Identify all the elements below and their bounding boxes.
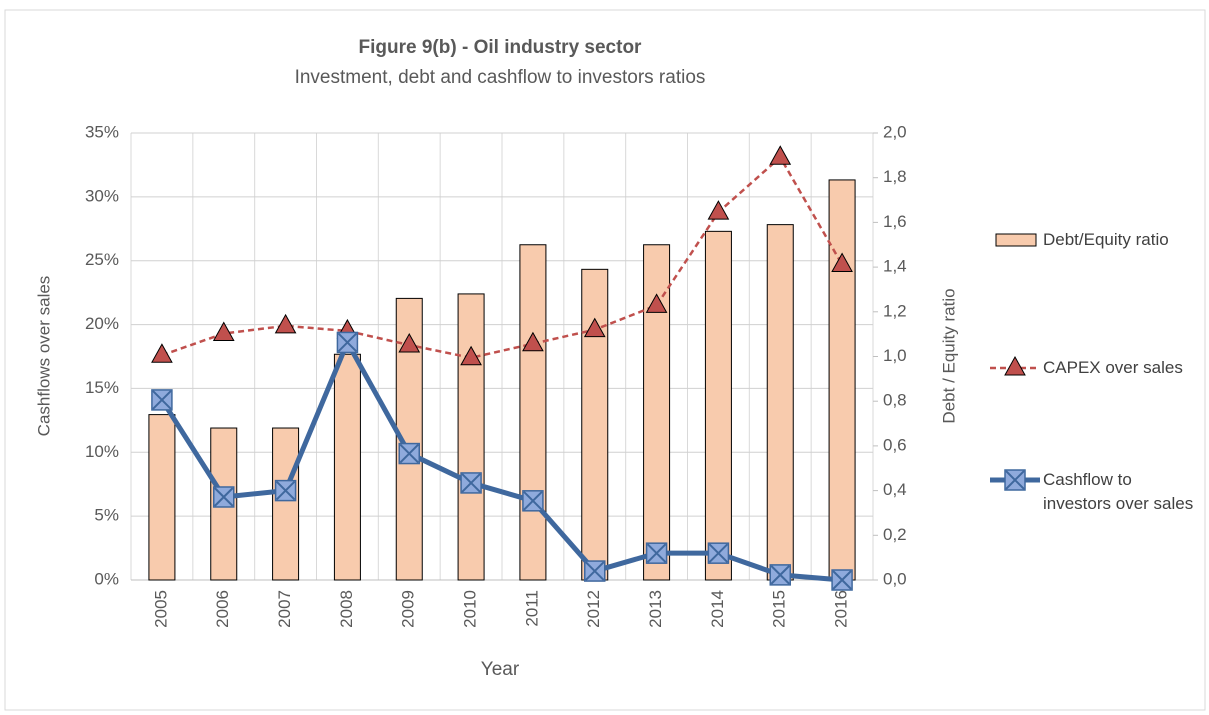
y2-tick-label: 1,2	[883, 301, 907, 320]
marker-cross	[152, 390, 172, 410]
marker	[831, 569, 853, 591]
y-tick-label: 15%	[85, 378, 119, 397]
y2-tick-label: 0,8	[883, 391, 907, 410]
x-tick-label: 2011	[522, 590, 541, 627]
marker	[274, 313, 297, 334]
x-tick-label: 2015	[770, 590, 789, 628]
line	[161, 156, 844, 360]
bar	[272, 427, 300, 581]
x-tick-label: 2006	[213, 590, 232, 628]
marker-cross	[832, 570, 852, 590]
x-tick-label: 2014	[708, 590, 727, 628]
y-axis-label: Cashflows over sales	[34, 276, 53, 437]
marker	[831, 252, 853, 273]
marker-cross	[708, 543, 729, 563]
y-tick-label: 20%	[85, 314, 119, 333]
x-tick-label: 2009	[399, 590, 418, 628]
marker	[460, 472, 482, 494]
y-tick-label: 10%	[85, 442, 119, 461]
legend-label: CAPEX over sales	[1043, 358, 1183, 377]
y2-tick-label: 0,6	[883, 435, 907, 454]
x-tick-label: 2007	[275, 590, 294, 628]
marker-cross	[337, 332, 358, 353]
y2-tick-label: 0,4	[883, 480, 907, 499]
y-tick-label: 35%	[85, 122, 119, 141]
y2-tick-label: 0,2	[883, 525, 907, 544]
marker	[151, 389, 173, 411]
marker-cross	[275, 480, 296, 501]
x-tick-label: 2008	[337, 590, 356, 628]
bar	[148, 414, 176, 581]
marker	[769, 145, 792, 165]
y2-tick-label: 1,0	[883, 346, 907, 365]
marker	[1004, 355, 1026, 376]
bar	[766, 224, 794, 581]
y-tick-label: 5%	[94, 506, 119, 525]
legend-label: Cashflow to investors over sales	[1043, 470, 1194, 513]
x-tick-label: 2012	[584, 590, 603, 628]
marker	[1004, 469, 1026, 491]
bar	[704, 230, 732, 581]
y2-tick-label: 2,0	[883, 122, 907, 141]
x-axis-label: Year	[481, 659, 520, 680]
marker-cross	[1005, 470, 1025, 490]
bar	[333, 353, 361, 581]
marker	[769, 564, 791, 586]
y-tick-label: 0%	[94, 569, 119, 588]
x-tick-label: 2005	[151, 590, 170, 628]
marker	[645, 542, 668, 564]
marker	[212, 321, 235, 342]
marker-cross	[646, 543, 667, 563]
y2-tick-label: 1,6	[883, 212, 907, 231]
marker-cross	[461, 473, 481, 493]
marker	[213, 486, 235, 508]
marker-cross	[770, 565, 790, 585]
bar	[457, 293, 485, 581]
marker	[707, 542, 730, 564]
legend-label: Debt/Equity ratio	[1043, 230, 1169, 249]
marker	[583, 317, 606, 338]
chart-subtitle: Investment, debt and cashflow to investo…	[295, 67, 706, 88]
y2-tick-label: 0,0	[883, 569, 907, 588]
marker	[151, 343, 173, 363]
marker	[398, 442, 420, 465]
x-tick-label: 2016	[832, 590, 851, 628]
bar	[581, 268, 609, 581]
marker	[460, 345, 482, 366]
y2-tick-label: 1,4	[883, 257, 907, 276]
marker	[522, 490, 544, 512]
y2-axis-label: Debt / Equity ratio	[939, 288, 958, 423]
marker-cross	[214, 487, 234, 507]
chart-title: Figure 9(b) - Oil industry sector	[359, 37, 643, 58]
y-tick-label: 30%	[85, 186, 119, 205]
y-tick-label: 25%	[85, 250, 119, 269]
marker	[274, 479, 297, 502]
marker	[707, 200, 730, 220]
marker-cross	[399, 443, 419, 464]
marker-cross	[585, 561, 605, 581]
y2-tick-label: 1,8	[883, 167, 907, 186]
x-tick-label: 2013	[646, 590, 665, 628]
marker	[398, 332, 421, 353]
marker-cross	[523, 491, 543, 511]
marker	[584, 560, 606, 582]
marker	[522, 331, 544, 352]
marker	[336, 331, 359, 354]
x-tick-label: 2010	[461, 590, 480, 628]
bar	[519, 244, 547, 581]
bar	[828, 179, 856, 581]
legend-swatch	[995, 233, 1037, 247]
marker	[645, 293, 668, 313]
